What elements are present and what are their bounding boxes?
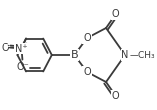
Text: N⁺: N⁺	[15, 44, 28, 54]
Text: O: O	[111, 9, 119, 19]
Text: —CH₃: —CH₃	[130, 50, 155, 60]
Text: O⁻: O⁻	[16, 62, 29, 72]
Text: O: O	[83, 67, 91, 77]
Text: N: N	[121, 50, 129, 60]
Text: B: B	[71, 50, 78, 60]
Text: O: O	[111, 91, 119, 101]
Text: O: O	[1, 43, 9, 53]
Text: O: O	[83, 33, 91, 43]
Text: =: =	[3, 42, 11, 52]
